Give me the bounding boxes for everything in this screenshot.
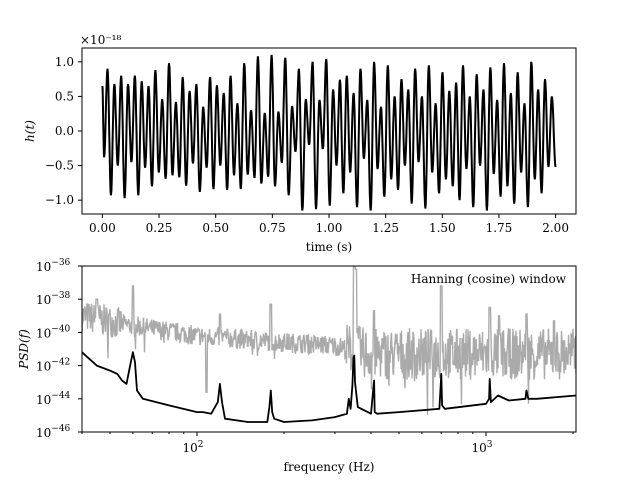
y-tick-label: 10−46 bbox=[36, 424, 71, 440]
x-tick-label: 1.00 bbox=[316, 221, 343, 235]
y-tick-label: 10−44 bbox=[36, 391, 71, 407]
x-tick-label: 0.75 bbox=[259, 221, 286, 235]
bottom-axes-frame bbox=[81, 265, 577, 433]
y-tick-label: 0.5 bbox=[55, 89, 74, 103]
h-t-series-line bbox=[101, 54, 557, 211]
psd-plot: frequency (Hz) PSD(f) Hanning (cosine) w… bbox=[17, 258, 577, 474]
x-tick-label: 1.25 bbox=[372, 221, 399, 235]
y-tick-label: 10−42 bbox=[36, 358, 70, 374]
y-tick-label: −1.0 bbox=[45, 193, 74, 207]
y-tick-label: 10−36 bbox=[36, 258, 71, 274]
x-tick-label: 103 bbox=[472, 440, 493, 455]
x-tick-label: 0.25 bbox=[146, 221, 173, 235]
raw-psd-line bbox=[82, 266, 576, 415]
y-tick-label: 1.0 bbox=[55, 55, 74, 69]
top-x-axis-label: time (s) bbox=[306, 240, 352, 254]
y-tick-label: −0.5 bbox=[45, 159, 74, 173]
y-tick-label: 10−38 bbox=[36, 291, 71, 307]
x-tick-label: 0.50 bbox=[202, 221, 229, 235]
x-tick-label: 0.00 bbox=[89, 221, 116, 235]
bottom-y-axis-label: PSD(f) bbox=[17, 329, 31, 370]
hanning-psd-line bbox=[82, 351, 576, 423]
x-tick-label: 2.00 bbox=[542, 221, 569, 235]
time-series-plot: ×10⁻¹⁸ time (s) h(t) 0.00 0.25 0.50 0.75 1.0… bbox=[23, 33, 577, 254]
x-tick-label: 1.75 bbox=[486, 221, 513, 235]
x-tick-label: 1.50 bbox=[429, 221, 456, 235]
y-tick-label: 10−40 bbox=[36, 324, 71, 340]
top-y-axis-label: h(t) bbox=[23, 120, 37, 142]
psd-series-group bbox=[82, 266, 576, 423]
y-offset-label: ×10⁻¹⁸ bbox=[80, 33, 121, 47]
x-tick-label: 102 bbox=[183, 440, 204, 455]
window-annotation: Hanning (cosine) window bbox=[411, 272, 567, 286]
y-tick-label: 0.0 bbox=[55, 124, 74, 138]
bottom-x-axis-label: frequency (Hz) bbox=[284, 460, 375, 474]
